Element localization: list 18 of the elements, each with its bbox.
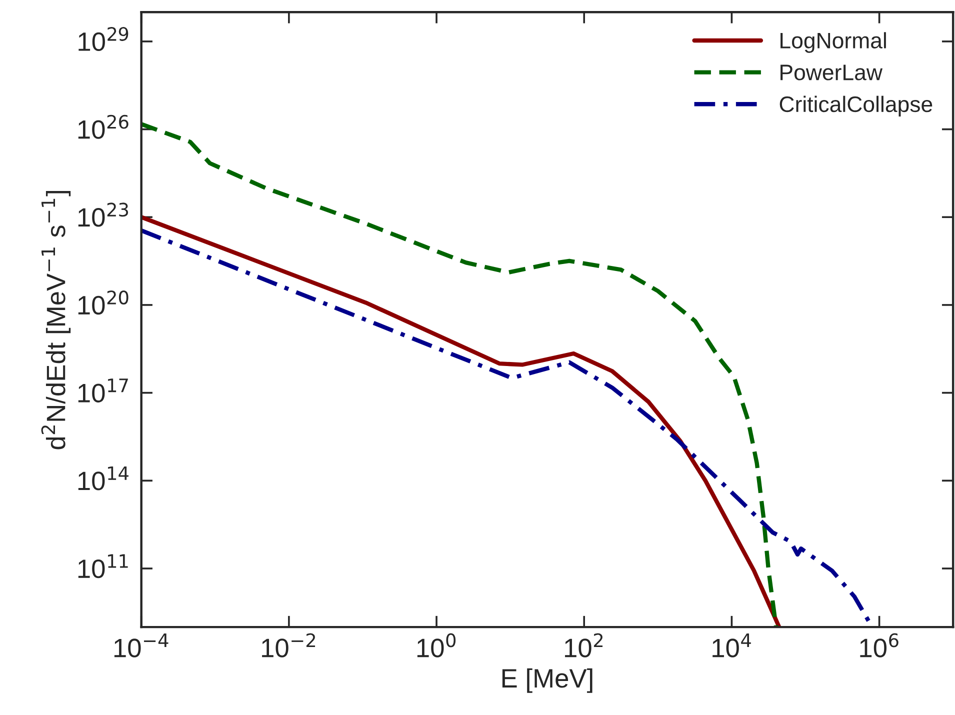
- x-tick-label: 10$^{4}$: [712, 634, 751, 658]
- y-tick-label: 10$^{23}$: [78, 202, 128, 227]
- y-tick-label: 10$^{26}$: [78, 114, 128, 139]
- x-tick-label: 10$^{0}$: [417, 633, 456, 658]
- y-tick-label: 10$^{17}$: [78, 378, 128, 402]
- legend-label: CriticalCollapse: [780, 96, 932, 117]
- y-tick-label: 10$^{29}$: [78, 26, 128, 52]
- y-tick-label: 10$^{11}$: [78, 554, 128, 578]
- y-axis-title: d$^{2}$N/dEdt [MeV$^{−1}$ s$^{−1}$]: [41, 190, 71, 450]
- x-tick-label: 10$^{−2}$: [262, 633, 316, 658]
- y-tick-label: 10$^{20}$: [78, 290, 128, 315]
- x-tick-label: 10$^{6}$: [860, 633, 898, 658]
- legend-label: LogNormal: [780, 32, 886, 53]
- x-tick-label: 10$^{−4}$: [114, 634, 168, 658]
- y-tick-label: 10$^{14}$: [78, 466, 128, 490]
- legend-label: PowerLaw: [780, 64, 883, 80]
- x-axis-title: E [MeV]: [502, 668, 592, 693]
- x-tick-label: 10$^{2}$: [565, 633, 603, 658]
